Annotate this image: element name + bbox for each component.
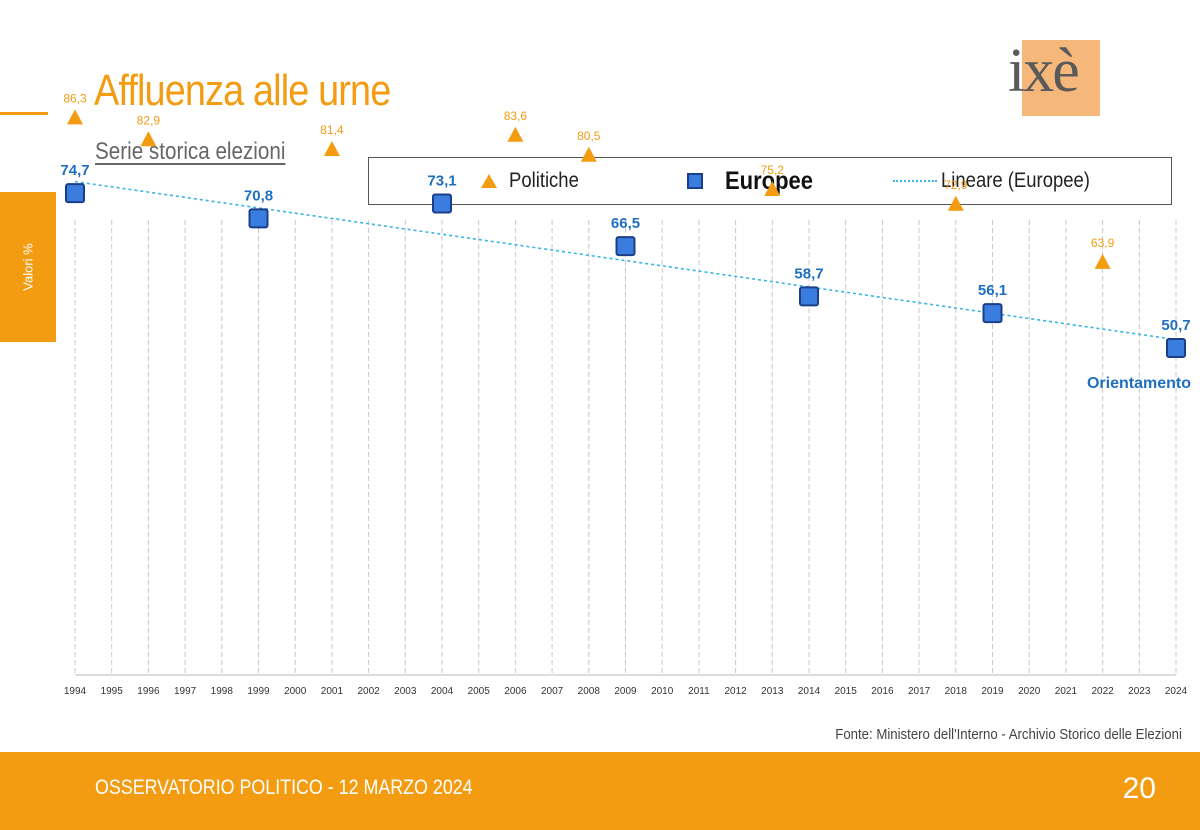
x-tick-label: 1997 bbox=[174, 686, 197, 697]
x-tick-label: 2002 bbox=[357, 686, 380, 697]
legend-label-politiche: Politiche bbox=[509, 169, 579, 192]
x-tick-label: 2005 bbox=[468, 686, 491, 697]
x-tick-label: 2003 bbox=[394, 686, 417, 697]
square-marker-icon bbox=[687, 173, 703, 189]
title-accent-line bbox=[0, 112, 48, 115]
europee-point bbox=[248, 208, 269, 229]
x-tick-label: 2016 bbox=[871, 686, 894, 697]
y-axis-tab: Valori % bbox=[0, 192, 56, 342]
x-tick-label: 2012 bbox=[724, 686, 747, 697]
politiche-point bbox=[67, 109, 83, 125]
x-tick-label: 2001 bbox=[321, 686, 344, 697]
x-tick-label: 2022 bbox=[1091, 686, 1114, 697]
footer-text: OSSERVATORIO POLITICO - 12 MARZO 2024 bbox=[95, 776, 473, 799]
x-tick-label: 2018 bbox=[945, 686, 968, 697]
x-tick-label: 2008 bbox=[578, 686, 601, 697]
politiche-data-label: 72,9 bbox=[944, 178, 968, 192]
politiche-point bbox=[507, 126, 524, 142]
europee-point bbox=[432, 193, 452, 214]
source-note: Fonte: Ministero dell'Interno - Archivio… bbox=[835, 726, 1182, 743]
europee-data-label: 74,7 bbox=[60, 162, 89, 179]
dotted-line-icon bbox=[893, 180, 937, 182]
politiche-point bbox=[140, 131, 157, 147]
x-tick-label: 2024 bbox=[1165, 686, 1188, 697]
page-number: 20 bbox=[1122, 772, 1156, 805]
europee-point bbox=[615, 236, 636, 257]
politiche-data-label: 80,5 bbox=[577, 129, 601, 143]
politiche-data-label: 83,6 bbox=[504, 109, 528, 123]
legend-item-trend: Lineare (Europee) bbox=[893, 158, 1110, 204]
x-tick-label: 1998 bbox=[211, 686, 234, 697]
politiche-point bbox=[323, 140, 340, 156]
x-tick-label: 2011 bbox=[688, 686, 710, 697]
politiche-data-label: 82,9 bbox=[137, 113, 161, 127]
footer-bar: OSSERVATORIO POLITICO - 12 MARZO 2024 20 bbox=[0, 752, 1200, 830]
politiche-data-label: 81,4 bbox=[320, 123, 344, 137]
x-tick-label: 2007 bbox=[541, 686, 564, 697]
europee-data-label: 70,8 bbox=[244, 187, 273, 204]
ixe-logo: ixè bbox=[1008, 37, 1100, 116]
x-tick-label: 2010 bbox=[651, 686, 674, 697]
x-tick-label: 2013 bbox=[761, 686, 784, 697]
europee-point bbox=[982, 303, 1003, 324]
x-tick-label: 1999 bbox=[247, 686, 270, 697]
europee-data-label: 56,1 bbox=[978, 282, 1007, 299]
legend-label-trend: Lineare (Europee) bbox=[941, 169, 1090, 192]
politiche-data-label: 86,3 bbox=[63, 91, 87, 105]
x-tick-label: 2004 bbox=[431, 686, 454, 697]
x-tick-label: 2006 bbox=[504, 686, 527, 697]
x-tick-label: 2014 bbox=[798, 686, 821, 697]
page-title: Affluenza alle urne bbox=[94, 66, 391, 115]
politiche-point bbox=[1094, 253, 1111, 269]
politiche-data-label: 75,2 bbox=[761, 163, 785, 177]
x-tick-label: 2000 bbox=[284, 686, 307, 697]
x-tick-label: 2020 bbox=[1018, 686, 1041, 697]
politiche-point bbox=[947, 195, 964, 211]
politiche-point bbox=[580, 146, 597, 162]
page-subtitle: Serie storica elezioni bbox=[95, 138, 286, 165]
europee-point bbox=[799, 286, 819, 307]
europee-point bbox=[65, 183, 85, 204]
europee-point bbox=[1166, 337, 1186, 358]
x-tick-label: 1994 bbox=[64, 686, 87, 697]
x-tick-label: 2009 bbox=[614, 686, 637, 697]
legend-item-politiche: Politiche bbox=[481, 158, 588, 204]
logo-text: ixè bbox=[1008, 37, 1080, 105]
legend-item-europee: Europee bbox=[687, 158, 825, 204]
x-tick-label: 2017 bbox=[908, 686, 931, 697]
x-tick-label: 2021 bbox=[1055, 686, 1078, 697]
x-tick-label: 2015 bbox=[835, 686, 858, 697]
triangle-marker-icon bbox=[481, 174, 497, 188]
x-tick-label: 1996 bbox=[137, 686, 160, 697]
turnout-chart: 1994 1995 1996 1997 1998 1999 2000 2001 2002 2003… bbox=[60, 91, 1191, 697]
x-tick-label: 1995 bbox=[101, 686, 124, 697]
annotation-orientamento: Orientamento bbox=[1087, 375, 1191, 392]
europee-data-label: 73,1 bbox=[427, 173, 456, 190]
x-tick-label: 2023 bbox=[1128, 686, 1151, 697]
politiche-point bbox=[764, 180, 781, 196]
logo-box bbox=[1022, 40, 1100, 116]
x-tick-label: 2019 bbox=[981, 686, 1004, 697]
politiche-data-label: 63,9 bbox=[1091, 236, 1115, 250]
europee-data-label: 50,7 bbox=[1161, 317, 1190, 334]
europee-data-label: 66,5 bbox=[611, 215, 640, 232]
europee-data-label: 58,7 bbox=[794, 265, 823, 282]
chart-legend: Politiche Europee Lineare (Europee) bbox=[368, 157, 1172, 205]
